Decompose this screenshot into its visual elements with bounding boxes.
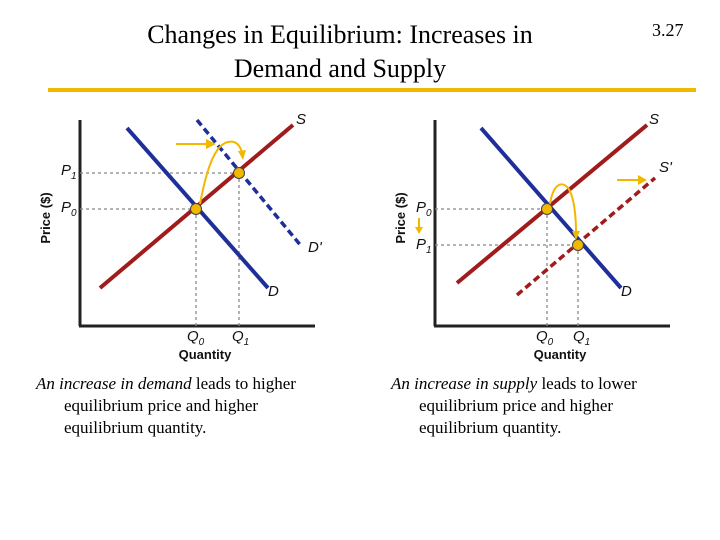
y-axis-title: Price ($) xyxy=(38,192,53,243)
supply-label: S xyxy=(296,111,306,128)
quantity-label-right: Q1 xyxy=(573,328,590,348)
price-drop-arrowhead xyxy=(415,227,423,234)
supply-caption: An increase in supply leads to lower equ… xyxy=(391,373,711,439)
caption-line-3: equilibrium quantity. xyxy=(64,418,207,437)
caption-line-1-rest: leads to lower xyxy=(537,374,637,393)
quantity-label-right: Q1 xyxy=(232,328,249,348)
demand-increase-chart: S D D' P1 P0 Q0 Q1 Quantity Price ($) xyxy=(30,100,330,365)
supply-label: S xyxy=(649,111,659,128)
shifted-curve-label: S' xyxy=(659,159,673,176)
caption-line-1-rest: leads to higher xyxy=(191,374,296,393)
price-label-lower: P0 xyxy=(61,199,77,219)
equilibrium-point-1 xyxy=(572,239,584,251)
caption-line-2: equilibrium price and higher xyxy=(64,396,259,415)
shifted-demand-curve xyxy=(195,118,304,249)
shift-arrowhead xyxy=(638,175,647,185)
slide-number: 3.27 xyxy=(652,20,684,40)
supply-increase-chart: S S' D P0 P1 Q0 Q1 Quantity Price ($) xyxy=(385,100,685,365)
demand-label: D xyxy=(621,283,632,300)
title-divider xyxy=(48,88,696,92)
title-line-2: Demand and Supply xyxy=(233,54,447,83)
shifted-supply-curve xyxy=(515,176,657,297)
quantity-label-left: Q0 xyxy=(187,328,205,348)
movement-arrow xyxy=(549,183,577,233)
supply-curve xyxy=(455,123,649,285)
equilibrium-point-1 xyxy=(233,167,245,179)
shifted-curve-label: D' xyxy=(308,239,323,256)
caption-line-2: equilibrium price and higher xyxy=(419,396,614,415)
price-label-lower: P1 xyxy=(416,236,432,256)
x-axis-title: Quantity xyxy=(534,347,587,362)
equilibrium-point-0 xyxy=(541,203,553,215)
equilibrium-point-0 xyxy=(190,203,202,215)
movement-arrow xyxy=(199,140,243,205)
movement-arrowhead xyxy=(238,150,246,160)
demand-caption: An increase in demand leads to higher eq… xyxy=(36,373,356,439)
price-label-upper: P1 xyxy=(61,162,77,182)
price-label-upper: P0 xyxy=(416,199,432,219)
caption-emphasis: An increase in demand xyxy=(36,374,192,393)
demand-label: D xyxy=(268,283,279,300)
x-axis-title: Quantity xyxy=(179,347,232,362)
slide-title: Changes in Equilibrium: Increases in Dem… xyxy=(90,18,590,86)
quantity-label-left: Q0 xyxy=(536,328,554,348)
shift-arrowhead xyxy=(206,139,216,149)
movement-arrowhead xyxy=(572,231,580,240)
y-axis-title: Price ($) xyxy=(393,192,408,243)
caption-emphasis: An increase in supply xyxy=(391,374,538,393)
caption-line-3: equilibrium quantity. xyxy=(419,418,562,437)
title-line-1: Changes in Equilibrium: Increases in xyxy=(147,20,533,49)
